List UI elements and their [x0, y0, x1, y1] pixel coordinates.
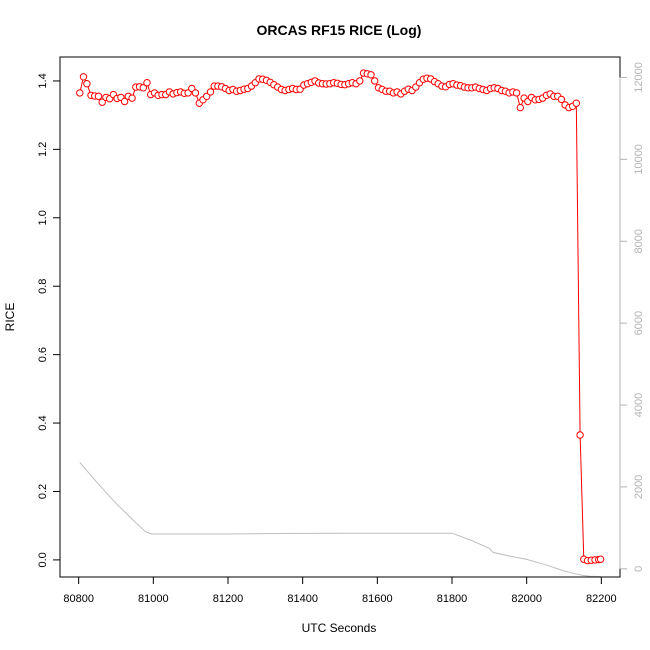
y-tick-label: 1.4	[37, 73, 49, 88]
rice-point	[120, 97, 129, 106]
y2-tick-label: 10000	[633, 144, 645, 175]
y-tick-label: 0.4	[37, 415, 49, 430]
x-tick-label: 82000	[511, 593, 542, 605]
altitude-series	[79, 462, 602, 578]
rice-point	[596, 555, 605, 563]
rice-point	[512, 89, 521, 97]
y-axis: 0.0 0.2 0.4 0.6 0.8 1.0 1.2 1.4	[37, 73, 61, 568]
rice-point	[191, 89, 200, 97]
rice-point	[356, 77, 364, 85]
x-tick-label: 81800	[437, 593, 468, 605]
altitude-line	[79, 462, 602, 578]
rice-series	[76, 69, 605, 565]
rice-point	[76, 89, 84, 97]
rice-point	[557, 95, 566, 104]
x-tick-label: 81400	[287, 593, 318, 605]
y-axis-label: RICE	[3, 303, 17, 332]
rice-point	[94, 92, 103, 101]
rice-point	[83, 80, 91, 88]
right-y-axis: 0 2000 4000 6000 8000 10000 12000	[619, 62, 645, 572]
rice-point	[371, 77, 379, 85]
plot-frame	[59, 56, 621, 578]
rice-point	[576, 431, 584, 439]
y2-tick-label: 6000	[633, 311, 645, 335]
y-tick-label: 0.0	[37, 552, 49, 567]
rice-point	[206, 88, 215, 96]
rice-point	[139, 84, 148, 92]
y-tick-label: 0.8	[37, 279, 49, 294]
x-tick-label: 81600	[362, 593, 393, 605]
rice-point	[367, 71, 375, 79]
rice-point	[572, 99, 580, 107]
x-tick-label: 81200	[213, 593, 244, 605]
rice-point	[128, 94, 136, 102]
y2-tick-label: 12000	[633, 62, 645, 93]
chart-title: ORCAS RF15 RICE (Log)	[257, 22, 422, 38]
rice-point	[516, 103, 524, 112]
y-tick-label: 0.6	[37, 347, 49, 362]
y-tick-label: 1.2	[37, 142, 49, 157]
y-tick-label: 0.2	[37, 484, 49, 499]
y2-tick-label: 2000	[633, 475, 645, 499]
x-tick-label: 80800	[63, 593, 94, 605]
y-tick-label: 1.0	[37, 210, 49, 225]
x-tick-label: 81000	[138, 593, 169, 605]
y2-tick-label: 4000	[633, 393, 645, 417]
rice-point	[98, 98, 106, 106]
y2-tick-label: 0	[633, 566, 645, 572]
x-tick-label: 82200	[586, 593, 617, 605]
x-axis: 80800 81000 81200 81400 81600 81800 82000 82200	[63, 576, 617, 605]
rice-point	[79, 73, 88, 81]
x-axis-label: UTC Seconds	[302, 621, 377, 635]
y2-tick-label: 8000	[633, 229, 645, 253]
rice-point	[143, 79, 151, 87]
rice-line	[79, 72, 601, 562]
